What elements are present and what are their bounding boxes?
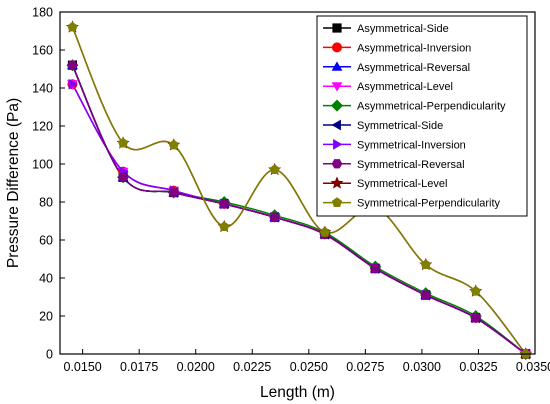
legend-label: Symmetrical-Perpendicularity (357, 198, 501, 210)
y-tick-label: 20 (39, 310, 53, 324)
y-tick-label: 40 (39, 272, 53, 286)
data-point (420, 259, 431, 270)
legend-label: Asymmetrical-Reversal (357, 62, 470, 74)
x-tick-label: 0.0225 (233, 360, 271, 374)
legend-label: Symmetrical-Inversion (357, 139, 466, 151)
y-axis-title: Pressure Difference (Pa) (5, 98, 22, 268)
legend-marker (331, 61, 343, 71)
data-point (219, 221, 230, 232)
data-point (117, 137, 129, 148)
data-point (117, 172, 129, 182)
y-tick-label: 160 (32, 44, 53, 58)
y-tick-label: 60 (39, 234, 53, 248)
x-axis-title: Length (m) (260, 384, 335, 401)
data-point (67, 60, 78, 70)
legend-marker (332, 23, 342, 33)
legend-label: Asymmetrical-Perpendicularity (357, 101, 506, 113)
x-tick-label: 0.0275 (346, 360, 384, 374)
data-point (168, 187, 180, 198)
series-lines (71, 26, 527, 355)
y-axis: 0 20 40 60 80 100 120 140 160 180 (32, 6, 65, 362)
y-tick-label: 80 (39, 196, 53, 210)
legend: Asymmetrical-Side Asymmetrical-Inversion A… (316, 15, 528, 217)
data-point (68, 78, 78, 90)
legend-marker (331, 42, 342, 53)
x-tick-label: 0.0300 (403, 360, 441, 374)
x-axis: 0.0150 0.0175 0.0200 0.0225 0.0250 0.0275 0.03… (64, 349, 550, 374)
data-point (470, 285, 481, 296)
x-tick-label: 0.0325 (459, 360, 497, 374)
legend-marker (331, 119, 341, 131)
data-point (218, 199, 230, 209)
legend-box (316, 15, 528, 217)
legend-marker (330, 176, 344, 189)
x-tick-label: 0.0175 (120, 360, 158, 374)
y-tick-label: 120 (32, 120, 53, 134)
plot-area-frame (59, 11, 536, 355)
legend-label: Symmetrical-Reversal (357, 159, 465, 171)
legend-label: Symmetrical-Level (357, 178, 447, 190)
data-point (319, 227, 330, 237)
x-tick-label: 0.0250 (290, 360, 328, 374)
legend-marker (331, 197, 343, 207)
series-line (71, 64, 527, 355)
data-point (269, 164, 280, 175)
y-tick-label: 0 (46, 348, 53, 362)
x-tick-label: 0.0150 (64, 360, 102, 374)
legend-label: Asymmetrical-Level (357, 81, 453, 93)
y-tick-label: 180 (32, 6, 53, 20)
legend-label: Asymmetrical-Inversion (357, 42, 471, 54)
legend-label: Symmetrical-Side (357, 120, 443, 132)
y-tick-label: 100 (32, 158, 53, 172)
legend-marker (331, 159, 343, 169)
data-point (67, 21, 78, 32)
series-line (71, 26, 527, 355)
data-point (470, 313, 482, 323)
data-point (420, 290, 432, 300)
data-point (269, 212, 280, 222)
legend-label: Asymmetrical-Side (357, 23, 449, 35)
data-point (168, 139, 179, 150)
data-point (369, 263, 381, 274)
legend-marker (333, 139, 343, 150)
x-tick-label: 0.0200 (177, 360, 215, 374)
y-tick-label: 140 (32, 82, 53, 96)
legend-marker (330, 99, 344, 112)
legend-marker (331, 82, 343, 92)
